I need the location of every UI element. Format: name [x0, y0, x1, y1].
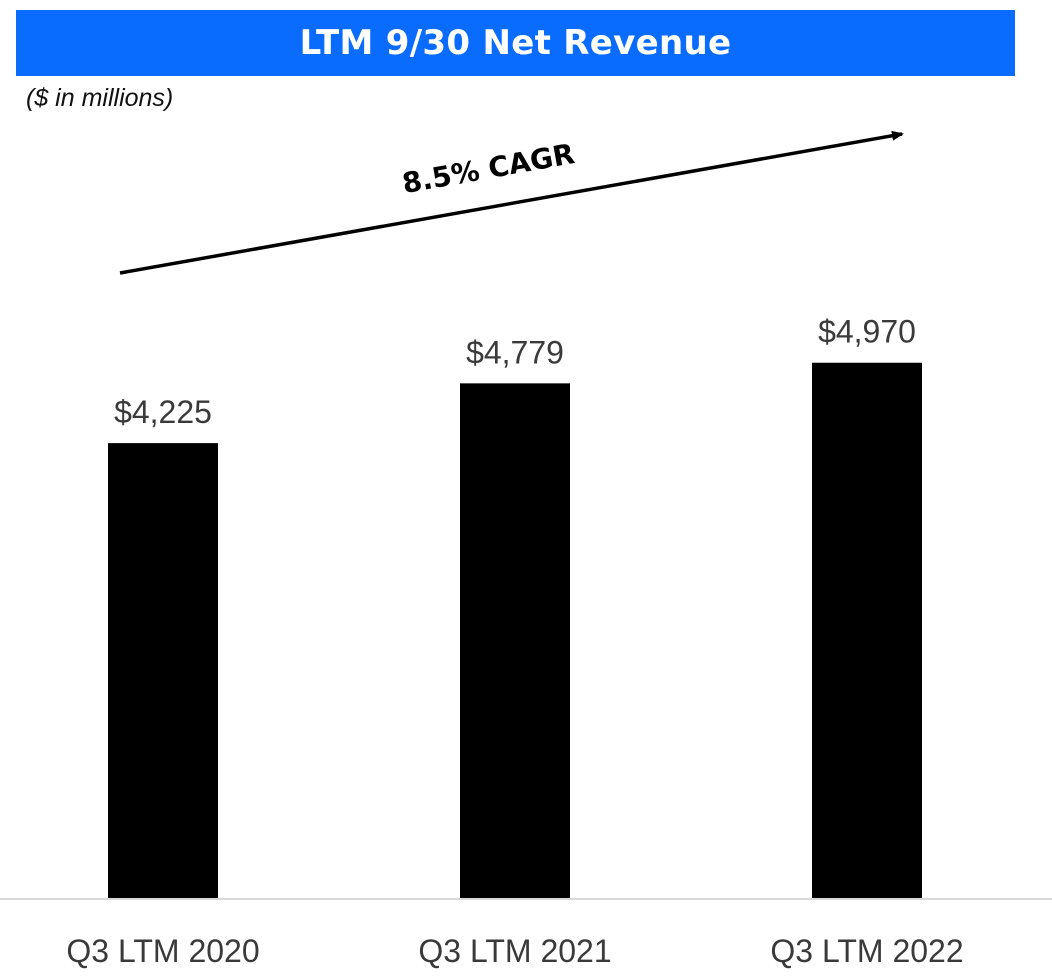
x-tick-label-2: Q3 LTM 2021	[418, 933, 611, 969]
cagr-label: 8.5% CAGR	[400, 137, 577, 200]
chart-title: LTM 9/30 Net Revenue	[299, 23, 732, 63]
x-tick-label-1: Q3 LTM 2020	[66, 933, 259, 969]
bar-2	[460, 383, 570, 899]
x-tick-label-3: Q3 LTM 2022	[770, 933, 963, 969]
cagr-arrow	[119, 130, 904, 275]
data-label-1: $4,225	[114, 394, 212, 430]
data-label-3: $4,970	[818, 314, 916, 350]
title-banner: LTM 9/30 Net Revenue	[16, 10, 1015, 76]
data-label-2: $4,779	[466, 334, 564, 370]
bars-layer: $4,225 Q3 LTM 2020 $4,779 Q3 LTM 2021 $4,970…	[66, 314, 963, 969]
units-note: ($ in millions)	[26, 84, 174, 112]
bar-3	[812, 362, 922, 899]
bar-1	[108, 443, 218, 899]
